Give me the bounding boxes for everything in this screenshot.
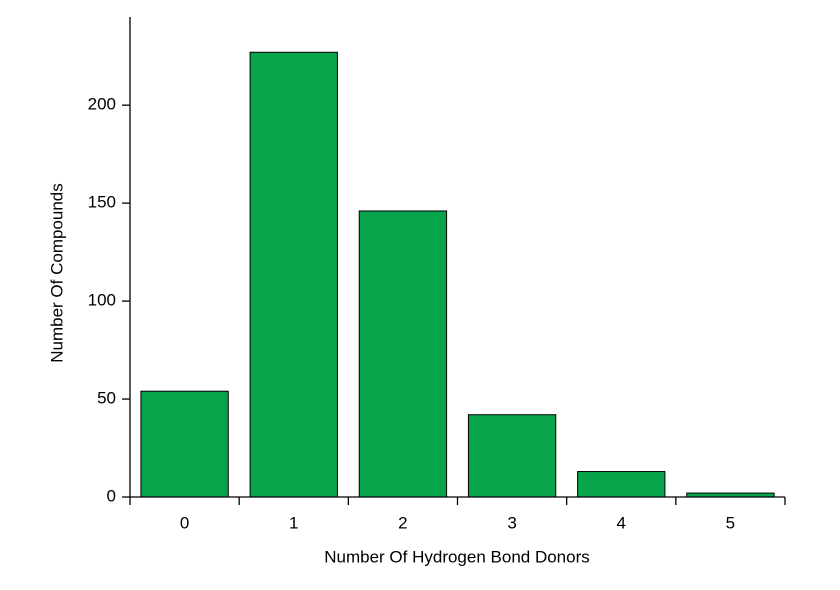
bar: [577, 471, 666, 498]
x-tick-label: 2: [398, 513, 407, 532]
y-tick-label: 200: [88, 95, 116, 114]
x-tick-label: 5: [726, 513, 735, 532]
x-tick-label: 1: [289, 513, 298, 532]
bar: [249, 51, 338, 498]
bar: [358, 210, 448, 498]
x-tick-label: 0: [180, 513, 189, 532]
y-tick-label: 50: [97, 389, 116, 408]
y-axis-label: Number Of Compounds: [47, 183, 66, 363]
bar: [467, 414, 557, 498]
y-tick-label: 150: [88, 193, 116, 212]
x-tick-label: 4: [617, 513, 626, 532]
y-tick-label: 100: [88, 291, 116, 310]
x-tick-label: 3: [507, 513, 516, 532]
y-tick-label: 0: [107, 486, 116, 505]
x-axis-label: Number Of Hydrogen Bond Donors: [324, 547, 590, 566]
bar: [140, 390, 229, 498]
